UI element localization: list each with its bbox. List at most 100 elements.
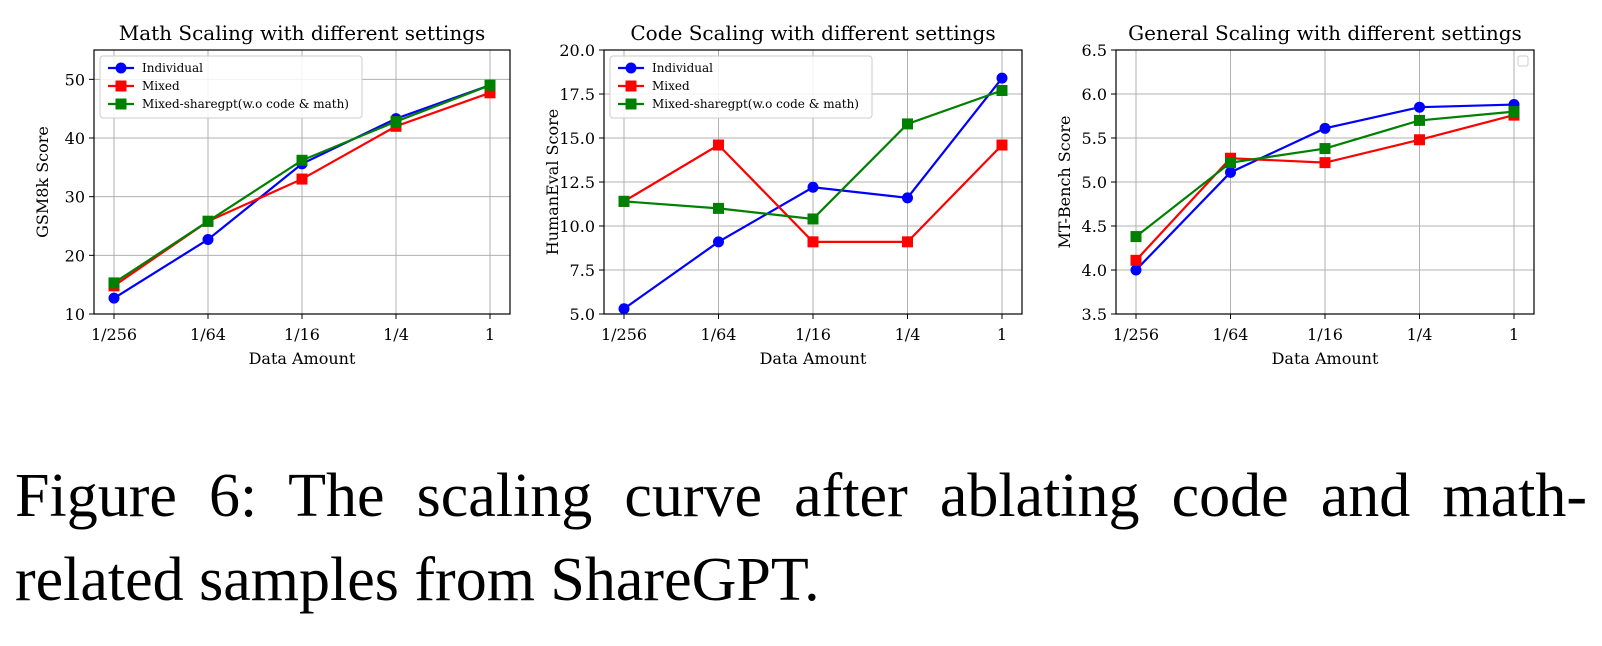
data-point [484, 87, 496, 99]
x-tick-label: 1/4 [383, 325, 409, 344]
data-point [996, 139, 1008, 151]
data-point [296, 173, 308, 185]
chart-panel-3: 1/256 1/64 1/16 1/4 1 3.5 4.0 4.5 5.0 5.5 6.0 6.5 Ge… [1055, 21, 1535, 368]
data-point [1130, 254, 1142, 266]
legend: Individual Mixed Mixed-sharegpt(w.o code &… [99, 55, 363, 119]
x-axis-label: Data Amount [249, 349, 356, 368]
charts-figure: 1/256 1/64 1/16 1/4 1 10 20 30 40 50 Math Scaling … [33, 21, 1535, 368]
data-point [1225, 166, 1236, 178]
x-tick-label: 1/4 [1407, 325, 1433, 344]
legend-marker [625, 80, 637, 92]
data-point [1508, 106, 1520, 118]
data-point [713, 202, 724, 214]
figure-caption: Figure 6: The scaling curve after ablati… [15, 462, 1587, 614]
data-point [807, 181, 819, 193]
y-tick-label: 4.0 [1082, 261, 1107, 280]
legend-marker [115, 80, 127, 92]
data-point [108, 277, 120, 289]
x-tick-label: 1/256 [1113, 325, 1159, 344]
x-axis-label: Data Amount [1272, 349, 1379, 368]
legend-entry: Individual [142, 61, 203, 75]
y-tick-label: 5.0 [570, 305, 595, 324]
y-tick-label: 20.0 [559, 41, 595, 60]
y-tick-label: 12.5 [559, 173, 595, 192]
legend-box [99, 55, 363, 119]
y-tick-label: 10.0 [559, 217, 595, 236]
legend-marker [115, 98, 127, 110]
legend-box [609, 55, 873, 119]
data-point [713, 236, 724, 248]
x-tick-label: 1 [997, 325, 1007, 344]
legend-marker [625, 98, 637, 110]
series-mixed-sharegpt-w-o-code-math- [108, 79, 496, 289]
data-point [713, 139, 724, 151]
x-tick-label: 1 [485, 325, 495, 344]
y-tick-label: 5.0 [1082, 173, 1107, 192]
y-tick-label: 50 [65, 70, 85, 89]
data-point [1319, 143, 1331, 155]
data-point [202, 215, 214, 227]
data-point [1319, 157, 1331, 169]
legend-entry: Mixed [142, 79, 180, 93]
legend-entry: Individual [652, 61, 713, 75]
y-tick-label: 7.5 [570, 261, 595, 280]
data-point [1130, 231, 1142, 243]
y-tick-label: 4.5 [1082, 217, 1107, 236]
data-point [108, 292, 120, 304]
data-point [202, 233, 214, 245]
legend-entry: Mixed [652, 79, 690, 93]
data-point [618, 303, 630, 315]
data-point [1319, 122, 1331, 134]
series-mixed-sharegpt-w-o-code-math- [618, 84, 1008, 225]
series-individual [618, 72, 1008, 315]
y-tick-label: 5.5 [1082, 129, 1107, 148]
chart-title: General Scaling with different settings [1128, 21, 1522, 45]
x-tick-label: 1/64 [1213, 325, 1249, 344]
data-point [296, 154, 308, 166]
data-point [902, 118, 913, 130]
data-point [1225, 157, 1236, 169]
y-axis-label: GSM8k Score [33, 126, 52, 238]
y-tick-label: 15.0 [559, 129, 595, 148]
x-tick-label: 1/16 [1307, 325, 1343, 344]
y-tick-label: 6.0 [1082, 85, 1107, 104]
x-tick-label: 1/16 [795, 325, 831, 344]
legend-entry: Mixed-sharegpt(w.o code & math) [142, 97, 349, 111]
data-point [1414, 114, 1425, 126]
y-tick-label: 17.5 [559, 85, 595, 104]
chart-title: Code Scaling with different settings [630, 21, 995, 45]
data-point [902, 236, 913, 248]
legend-marker [625, 62, 637, 74]
legend-box-empty [1517, 55, 1529, 67]
y-tick-label: 6.5 [1082, 41, 1107, 60]
data-point [618, 195, 630, 207]
series-3 [1130, 106, 1520, 243]
data-point [390, 116, 402, 128]
x-tick-label: 1/64 [190, 325, 226, 344]
chart-title: Math Scaling with different settings [119, 21, 486, 45]
x-tick-label: 1/4 [895, 325, 921, 344]
data-point [807, 213, 819, 225]
y-axis-label: MT-Bench Score [1055, 116, 1074, 249]
x-axis-label: Data Amount [760, 349, 867, 368]
data-point [1414, 134, 1425, 146]
legend-marker [115, 62, 127, 74]
legend-entry: Mixed-sharegpt(w.o code & math) [652, 97, 859, 111]
legend: Individual Mixed Mixed-sharegpt(w.o code &… [609, 55, 873, 119]
data-point [902, 192, 913, 204]
data-point [996, 84, 1008, 96]
y-axis-label: HumanEval Score [543, 109, 562, 255]
y-tick-label: 10 [65, 305, 85, 324]
y-tick-label: 20 [65, 246, 85, 265]
y-tick-label: 40 [65, 129, 85, 148]
data-point [484, 79, 496, 91]
x-tick-label: 1/256 [91, 325, 137, 344]
chart-panel-1: 1/256 1/64 1/16 1/4 1 10 20 30 40 50 Math Scaling … [33, 21, 511, 368]
data-point [1414, 101, 1425, 113]
data-point [807, 236, 819, 248]
data-point [996, 72, 1008, 84]
y-tick-label: 30 [65, 188, 85, 207]
y-tick-label: 3.5 [1082, 305, 1107, 324]
data-point [1130, 264, 1142, 276]
x-tick-label: 1/64 [701, 325, 737, 344]
